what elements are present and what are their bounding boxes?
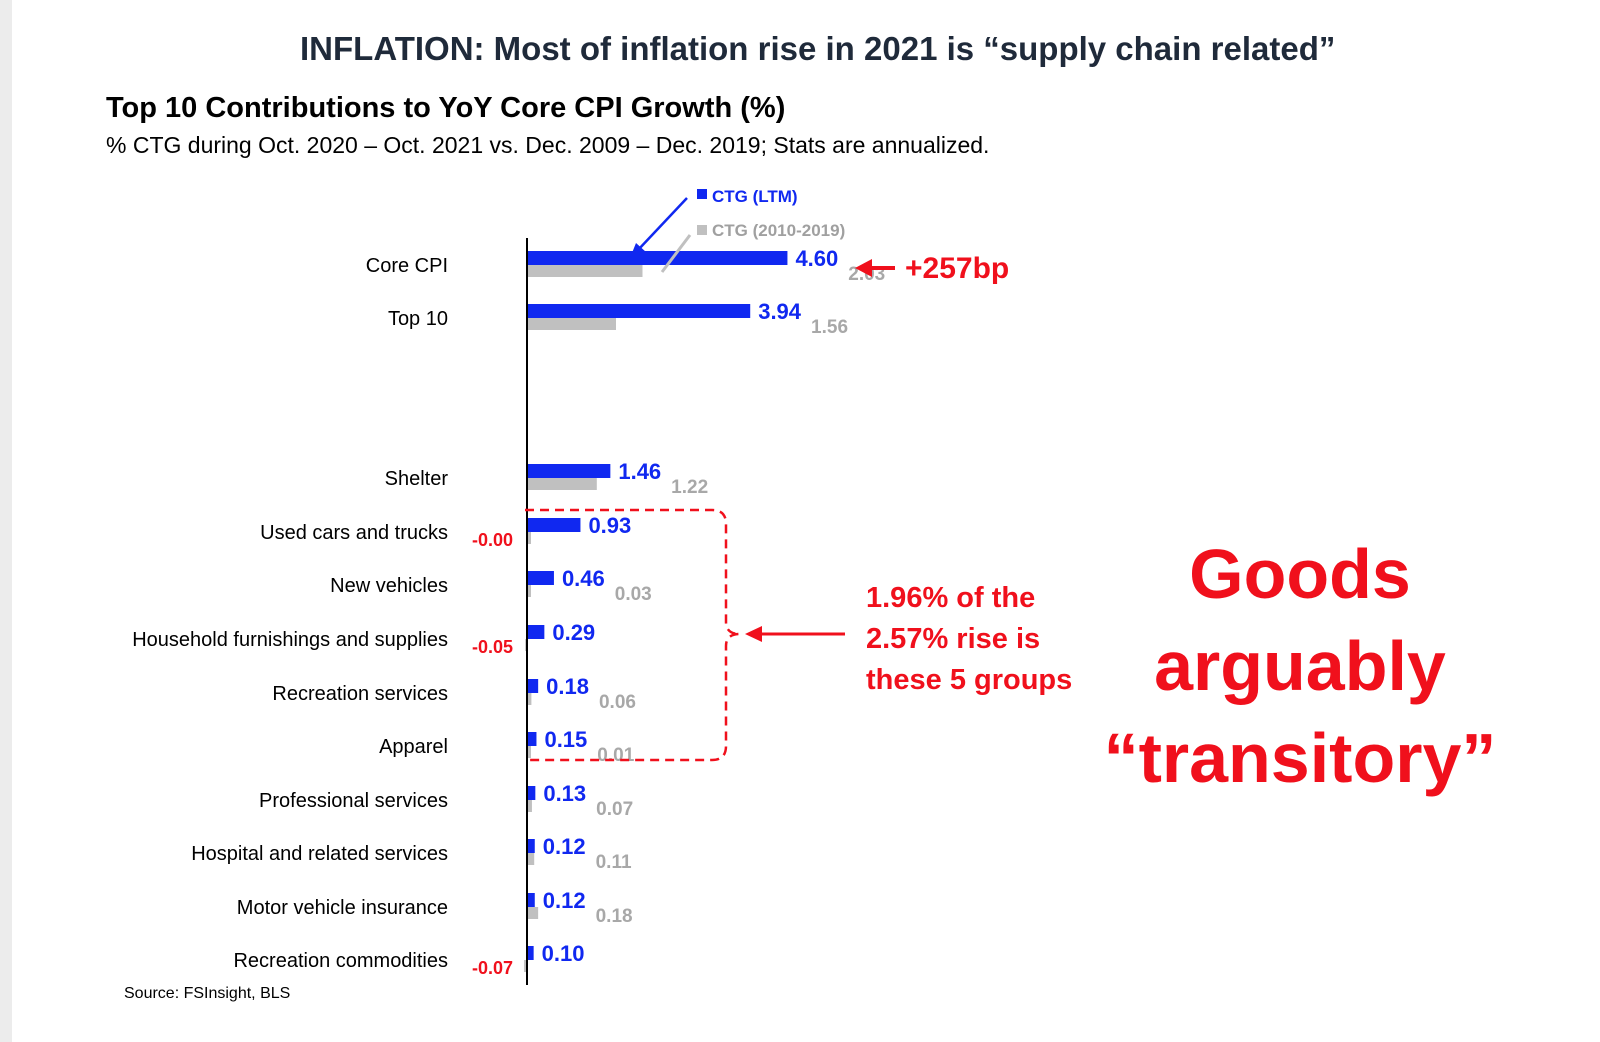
bar-hist [528,746,531,758]
value-label-hist-negative: -0.07 [472,958,513,978]
left-margin [0,0,12,1042]
bar-hist [528,532,531,544]
category-label: Shelter [385,468,449,490]
bar-ltm [528,893,535,907]
core-gap-label: +257bp [905,252,1010,285]
value-label-ltm: 0.93 [588,513,631,538]
legend-swatch-ltm [697,189,707,199]
value-label-ltm: 0.15 [544,727,587,752]
value-label-ltm: 0.12 [543,888,586,913]
value-label-hist: 1.22 [671,477,708,498]
category-label: Top 10 [388,308,448,330]
bar-ltm [528,679,539,693]
legend-label-ltm: CTG (LTM) [712,187,798,206]
bar-ltm [528,571,554,585]
arrowhead-icon [855,259,872,277]
value-label-ltm: 1.46 [618,459,661,484]
value-label-ltm: 0.10 [542,941,585,966]
bar-ltm [528,304,751,318]
groups-note: 1.96% of the 2.57% rise is these 5 group… [866,578,1072,701]
goods-note-line: Goods [1189,535,1411,613]
category-label: New vehicles [330,575,448,597]
bar-hist [528,318,616,330]
category-label: Motor vehicle insurance [237,897,448,919]
legend-arrow-hist [660,234,692,273]
value-label-ltm: 0.46 [562,566,605,591]
legend-label-hist: CTG (2010-2019) [712,221,845,240]
value-label-hist: 0.11 [596,852,632,873]
category-label: Professional services [259,790,448,812]
value-label-hist: 0.18 [596,906,633,927]
arrowhead-icon [745,626,762,642]
legend-swatch-hist [697,225,707,235]
bar-hist [528,693,532,705]
value-label-hist: 1.56 [811,317,848,338]
category-label: Used cars and trucks [260,522,448,544]
category-label: Recreation commodities [233,950,448,972]
groups-note-line: these 5 groups [866,664,1073,696]
bar-hist [528,585,531,597]
bar-ltm [528,518,581,532]
chart-title: Top 10 Contributions to YoY Core CPI Gro… [106,92,786,124]
arrowhead-icon [630,243,646,258]
bar-ltm [528,839,535,853]
value-label-hist: 0.07 [596,799,633,820]
goods-note-line: arguably [1154,627,1446,705]
category-label: Core CPI [366,255,448,277]
category-label: Apparel [379,736,448,758]
bar-hist [528,853,535,865]
groups-note-line: 2.57% rise is [866,623,1041,655]
value-label-ltm: 0.18 [546,674,589,699]
value-label-hist: 0.06 [599,692,636,713]
value-label-ltm: 0.29 [552,620,595,645]
bar-ltm [528,625,545,639]
bar-hist [528,907,539,919]
value-label-ltm: 4.60 [795,246,838,271]
groups-note-line: 1.96% of the [866,582,1036,614]
value-label-hist-negative: -0.05 [472,637,513,657]
value-label-hist-negative: -0.00 [472,530,513,550]
bar-ltm [528,946,534,960]
bar-hist [528,478,597,490]
bar-hist [528,800,532,812]
value-label-ltm: 0.12 [543,834,586,859]
category-label: Hospital and related services [191,843,448,865]
goods-note: Goods arguably “transitory” [1100,528,1500,804]
bar-ltm [528,464,611,478]
bar-ltm [528,732,537,746]
category-label: Household furnishings and supplies [132,629,448,651]
chart-subtitle: % CTG during Oct. 2020 – Oct. 2021 vs. D… [106,132,990,158]
value-label-hist: 0.03 [615,584,652,605]
category-label: Recreation services [272,683,448,705]
bar-ltm [528,786,536,800]
goods-bracket [525,508,741,762]
value-label-ltm: 0.13 [543,781,586,806]
value-label-ltm: 3.94 [758,299,802,324]
legend-arrow-ltm [637,197,688,251]
bar-hist [528,265,643,277]
bar-ltm [528,251,788,265]
source-note: Source: FSInsight, BLS [124,985,291,1002]
value-label-hist: 0.01 [597,745,634,766]
goods-note-line: “transitory” [1103,719,1497,797]
headline: INFLATION: Most of inflation rise in 202… [300,30,1336,67]
